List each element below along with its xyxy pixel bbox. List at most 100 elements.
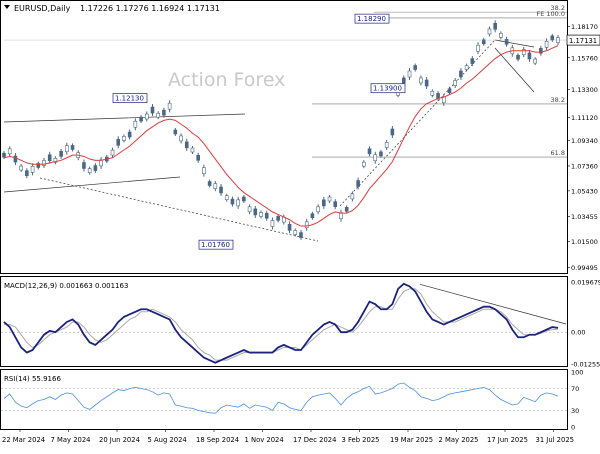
price-candle-body: [390, 128, 395, 136]
price-axis-label: 1.15760: [571, 54, 598, 62]
fib-level-label: FE 100.0: [536, 10, 565, 18]
x-axis-label: 5 Aug 2024: [148, 436, 187, 444]
price-candle-body: [82, 162, 86, 169]
x-axis-label: 7 May 2024: [51, 436, 91, 444]
price-candle-body: [356, 180, 360, 187]
price-candle-body: [144, 113, 149, 120]
price-axis-label: 0.99495: [571, 264, 598, 272]
price-axis-label: 1.01500: [571, 238, 598, 246]
x-axis-label: 19 Mar 2025: [390, 436, 433, 444]
current-price-tag-box: [566, 34, 600, 46]
price-candle-body: [65, 145, 69, 153]
rsi-axis-label: 100: [571, 369, 583, 377]
rsi-title: RSI(14) 55.9166: [4, 375, 61, 383]
macd-trend-line: [419, 283, 567, 325]
price-candle-body: [419, 77, 423, 84]
chart-symbol: EURUSD,Daily: [14, 4, 71, 13]
price-candle-body: [47, 154, 52, 162]
price-candle-body: [430, 91, 435, 96]
price-candle-body: [13, 155, 18, 163]
x-axis-label: 3 Feb 2025: [342, 436, 380, 444]
price-candle-body: [276, 216, 280, 221]
price-candle-body: [521, 49, 526, 55]
macd-axis-label: 0.019679: [571, 279, 600, 287]
price-candle-body: [19, 165, 23, 171]
x-axis-label: 31 Jul 2025: [536, 436, 574, 444]
macd-title: MACD(12,26,9) 0.001663 0.001163: [4, 282, 128, 290]
price-candle-body: [373, 154, 378, 162]
price-axis-label: 1.13300: [571, 86, 598, 94]
price-candle-body: [384, 142, 389, 148]
axes: 1.18170 1.15760 1.13300 1.11120 1.09340 1.073…: [2, 23, 600, 444]
x-axis-label: 17 Dec 2024: [293, 436, 336, 444]
price-candle-body: [481, 39, 486, 45]
current-price-tag: 1.17131: [569, 37, 597, 45]
price-axis-label: 1.09340: [571, 137, 598, 145]
price-candle-body: [259, 212, 263, 217]
price-candle-body: [127, 131, 132, 138]
x-axis-label: 17 Jun 2025: [487, 436, 528, 444]
price-candle-body: [333, 201, 338, 207]
price-annotation-label: 1.01760: [201, 241, 230, 249]
price-candle-body: [287, 224, 292, 231]
price-candle-body: [190, 147, 195, 153]
rsi-axis-label: 30: [571, 407, 579, 415]
price-candle-body: [219, 186, 223, 194]
collapse-triangle-icon[interactable]: [4, 5, 10, 9]
x-axis-label: 2 May 2025: [439, 436, 479, 444]
price-candle-body: [322, 199, 326, 207]
macd-line: [3, 282, 559, 364]
price-candle-body: [544, 41, 549, 48]
price-candle-body: [270, 220, 275, 227]
price-candle-body: [7, 148, 12, 155]
price-annotation-box: [112, 93, 148, 103]
macd-axis-label: 0.00: [571, 329, 585, 337]
price-candle-body: [70, 145, 75, 150]
price-candle-body: [167, 102, 172, 110]
trend-line: [39, 177, 319, 242]
price-candle-body: [327, 196, 332, 202]
price-candle-body: [150, 106, 155, 114]
price-annotation-box: [198, 239, 234, 250]
trend-line: [339, 39, 496, 207]
price-candle-body: [453, 80, 457, 86]
price-candle-body: [293, 230, 298, 235]
price-candle-body: [533, 58, 537, 64]
rsi-axis-label: 70: [571, 385, 579, 393]
trend-line: [3, 113, 246, 123]
price-candle-body: [230, 198, 235, 205]
price-plot: 38.2FE 100.038.261.81.121301.017601.1829…: [2, 4, 567, 250]
price-candle-body: [436, 93, 440, 99]
fib-level-label: 38.2: [551, 4, 565, 12]
price-candle-body: [367, 148, 372, 155]
price-candle-body: [316, 206, 320, 213]
rsi-line: [3, 382, 559, 414]
price-candle-body: [184, 141, 189, 149]
price-candle-body: [133, 120, 138, 128]
price-candle-body: [499, 33, 503, 38]
price-candle-body: [362, 161, 366, 167]
price-panel-frame: [0, 0, 568, 274]
trend-line: [494, 47, 535, 93]
price-candle-body: [447, 88, 452, 94]
price-axis-label: 1.07360: [571, 163, 598, 171]
price-candle-body: [196, 154, 200, 161]
moving-average-line: [3, 45, 559, 227]
price-candle-body: [179, 135, 183, 142]
price-candle-body: [350, 193, 355, 200]
price-candle-body: [202, 167, 206, 174]
price-candle-body: [87, 168, 92, 173]
x-axis-label: 22 Mar 2024: [2, 436, 45, 444]
price-candle-body: [236, 199, 240, 207]
price-candle-body: [59, 151, 63, 157]
trend-line: [494, 39, 535, 48]
price-candle-body: [550, 35, 555, 41]
price-candle-body: [299, 232, 303, 238]
price-candle-body: [173, 129, 178, 135]
price-candle-body: [93, 165, 98, 171]
price-candle-body: [493, 23, 497, 30]
price-candle-body: [344, 207, 349, 212]
x-axis-label: 1 Nov 2024: [245, 436, 284, 444]
price-candle-body: [30, 166, 35, 173]
